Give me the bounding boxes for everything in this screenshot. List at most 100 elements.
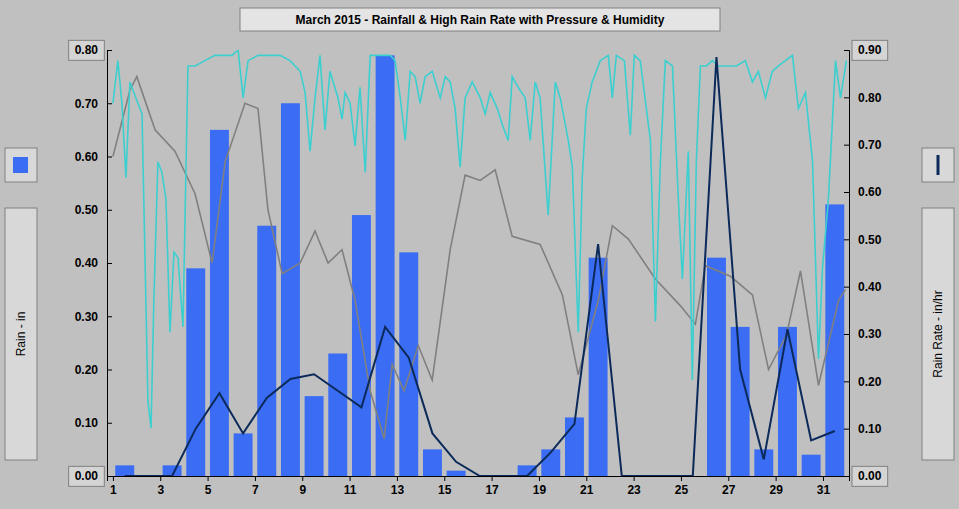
y2-tick: 0.20: [844, 375, 882, 389]
x-tick: 11: [344, 476, 357, 497]
y-tick-mark: [107, 263, 112, 264]
y-tick-label: 0.30: [75, 310, 99, 324]
y-tick-mark: [107, 157, 112, 158]
y-tick: 0.50: [75, 203, 112, 217]
tick-label-box: [852, 466, 888, 486]
y2-tick-label: 0.70: [858, 138, 882, 152]
x-tick: 9: [299, 476, 306, 497]
y2-tick-mark: [844, 239, 849, 240]
bar: [281, 103, 300, 476]
y-tick-label: 0.70: [75, 97, 99, 111]
y-tick: 0.20: [75, 363, 112, 377]
x-tick-mark: [823, 476, 824, 481]
x-tick-label: 19: [533, 483, 547, 497]
x-tick-label: 29: [769, 483, 783, 497]
x-tick-mark: [113, 476, 114, 481]
y2-tick: 0.00: [844, 466, 888, 486]
x-tick-label: 1: [110, 483, 117, 497]
y2-tick-label: 0.80: [858, 91, 882, 105]
y2-tick: 0.70: [844, 138, 882, 152]
background: [0, 0, 959, 509]
bar: [707, 258, 726, 476]
bar: [423, 449, 442, 476]
y2-tick-label: 0.00: [858, 469, 882, 483]
x-tick: 29: [769, 476, 783, 497]
x-tick-label: 7: [252, 483, 259, 497]
x-tick-label: 31: [817, 483, 831, 497]
y2-axis: 0.000.100.200.300.400.500.600.700.800.90: [844, 40, 888, 486]
line: [113, 50, 846, 428]
x-tick: 17: [485, 476, 499, 497]
bar: [115, 465, 134, 476]
y-tick-label: 0.00: [75, 469, 99, 483]
bar: [825, 204, 844, 476]
y-tick-mark: [107, 423, 112, 424]
x-tick-label: 5: [205, 483, 212, 497]
x-tick-mark: [776, 476, 777, 481]
bar: [257, 226, 276, 476]
y-axis-title: Rain - in: [14, 312, 28, 357]
y-tick-label: 0.20: [75, 363, 99, 377]
bar: [352, 215, 371, 476]
bar: [210, 130, 229, 476]
y-tick-label: 0.10: [75, 416, 99, 430]
y-tick: 0.10: [75, 416, 112, 430]
x-tick-mark: [350, 476, 351, 481]
y2-tick: 0.30: [844, 327, 882, 341]
y2-tick-mark: [844, 334, 849, 335]
y-tick: 0.40: [75, 256, 112, 270]
chart: March 2015 - Rainfall & High Rain Rate w…: [0, 0, 959, 509]
x-axis: 135791113151719212325272931: [108, 476, 850, 497]
x-tick: 5: [205, 476, 212, 497]
y2-tick-label: 0.10: [858, 422, 882, 436]
y2-tick-mark: [844, 287, 849, 288]
x-tick: 21: [580, 476, 594, 497]
x-tick-label: 3: [157, 483, 164, 497]
x-tick-label: 17: [485, 483, 499, 497]
x-tick: 3: [157, 476, 164, 497]
y2-tick: 0.90: [844, 40, 888, 60]
legend-line-icon: [937, 155, 940, 175]
y-tick-label: 0.40: [75, 256, 99, 270]
x-tick: 7: [252, 476, 259, 497]
y-tick-mark: [107, 476, 112, 477]
y2-tick-mark: [844, 429, 849, 430]
y-tick-label: 0.80: [75, 43, 99, 57]
x-tick: 27: [722, 476, 736, 497]
y-tick: 0.80: [69, 40, 112, 60]
x-tick-mark: [208, 476, 209, 481]
y-tick: 0.30: [75, 310, 112, 324]
y2-tick-label: 0.30: [858, 327, 882, 341]
title: March 2015 - Rainfall & High Rain Rate w…: [296, 13, 665, 27]
bar: [447, 471, 466, 476]
bar: [186, 268, 205, 476]
tick-label-box: [69, 466, 105, 486]
x-tick-label: 9: [299, 483, 306, 497]
y2-label-box: [922, 208, 954, 460]
y2-tick: 0.50: [844, 233, 882, 247]
x-tick: 23: [627, 476, 641, 497]
y-tick-mark: [107, 50, 112, 51]
y-tick: 0.70: [75, 97, 112, 111]
x-tick-mark: [444, 476, 445, 481]
bar: [234, 433, 253, 476]
bar: [376, 55, 395, 476]
bar: [802, 455, 821, 476]
x-tick-mark: [539, 476, 540, 481]
x-tick-label: 27: [722, 483, 736, 497]
bar: [731, 327, 750, 476]
y2-tick-mark: [844, 192, 849, 193]
y-tick-label: 0.60: [75, 150, 99, 164]
y2-tick-label: 0.20: [858, 375, 882, 389]
x-tick: 31: [817, 476, 831, 497]
y2-tick-mark: [844, 476, 849, 477]
y2-tick-mark: [844, 97, 849, 98]
x-tick-label: 15: [438, 483, 452, 497]
y2-tick-label: 0.40: [858, 280, 882, 294]
x-tick: 1: [110, 476, 117, 497]
x-tick-mark: [160, 476, 161, 481]
y-tick-mark: [107, 370, 112, 371]
x-tick-label: 11: [344, 483, 357, 497]
y2-tick-label: 0.50: [858, 233, 882, 247]
line: [113, 77, 846, 439]
